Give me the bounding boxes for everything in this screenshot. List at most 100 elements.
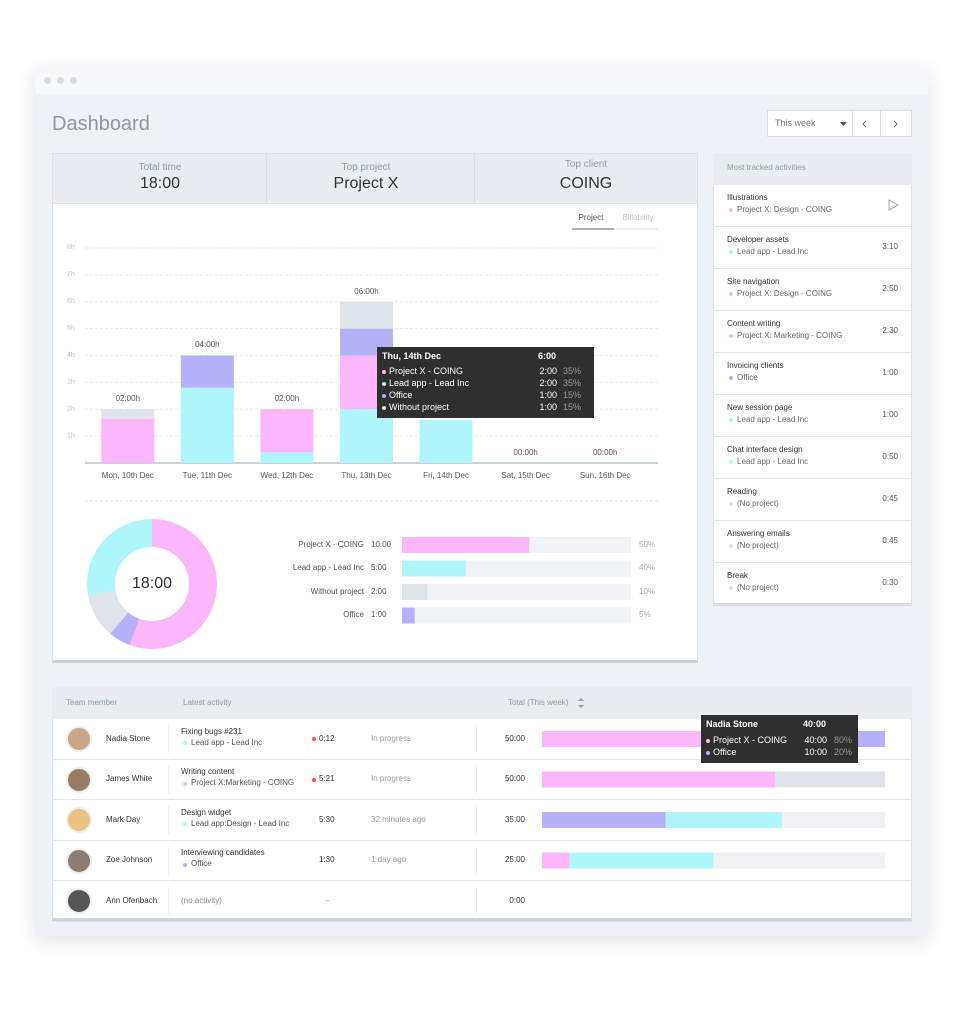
activity-project: Office (737, 372, 758, 382)
divider (476, 765, 477, 794)
activity-row[interactable] (713, 269, 912, 311)
side-header (713, 153, 912, 185)
team-row (52, 881, 912, 922)
y-tick-label: 1h (67, 432, 75, 440)
breakdown-name: Project X - COING (298, 539, 364, 549)
range-dropdown[interactable] (767, 110, 853, 137)
member-total: 35:00 (504, 814, 525, 824)
activity-name: Developer assets (727, 234, 789, 244)
tooltip-title: Thu, 14th Dec (382, 351, 442, 362)
activity-row[interactable] (713, 185, 912, 227)
bar-segment (101, 409, 155, 419)
tab: Project (578, 212, 604, 222)
activity-row[interactable] (713, 395, 912, 437)
activity-name: Content writing (727, 318, 781, 328)
total-segment (542, 812, 666, 828)
tooltip-name: Office (713, 747, 737, 758)
donut-slice (87, 590, 129, 634)
bar-segment (180, 355, 234, 388)
tooltip-name: Project X - COING (713, 735, 788, 746)
breakdown-name: Without project (310, 586, 364, 596)
activity-time: 1:00 (882, 409, 898, 419)
activity-time: 0:30 (882, 577, 898, 587)
member-total: 50:00 (504, 733, 525, 743)
activity-row[interactable] (713, 521, 912, 563)
tooltip-time: 10:00 (804, 747, 827, 758)
breakdown-bar (402, 537, 530, 553)
breakdown-bar (402, 584, 428, 600)
column-header: Total (This week) (508, 697, 569, 707)
activity-project: (No project) (737, 498, 779, 508)
tooltip-name: Without project (389, 402, 450, 413)
activity-time: 0:45 (882, 493, 898, 503)
donut-center: 18:00 (131, 574, 173, 592)
avatar (66, 847, 92, 874)
activity-row[interactable] (713, 563, 912, 605)
member-name: Mark Day (106, 814, 141, 824)
donut-slice (110, 612, 140, 646)
team-header (52, 687, 912, 719)
color-dot (382, 394, 386, 398)
bar-segment (180, 387, 234, 463)
panel-title: Most tracked activities (727, 162, 806, 172)
breakdown-time: 2:00 (371, 586, 387, 596)
activity-time: 2:30 (882, 325, 898, 335)
chevron-right (893, 120, 898, 128)
activity-name: Break (727, 570, 748, 580)
range-label[interactable]: This week (775, 118, 816, 128)
total-segment (542, 771, 776, 788)
tooltip-total: 6:00 (537, 351, 556, 362)
color-dot (729, 418, 733, 422)
activity-row[interactable] (713, 479, 912, 521)
tooltip-share: 35% (562, 378, 581, 389)
activity-row[interactable] (713, 227, 912, 269)
member-name: Ann Ofenbach (106, 895, 158, 905)
tooltip-title: Nadia Stone (706, 719, 759, 730)
activity: Writing content (181, 767, 235, 777)
avatar (66, 766, 92, 793)
window-dot (70, 77, 77, 84)
color-dot (183, 822, 187, 826)
breakdown-bar (402, 560, 466, 577)
activity-name: Answering emails (727, 528, 790, 538)
avatar (66, 888, 92, 914)
tooltip-name: Office (389, 390, 413, 401)
duration: – (325, 895, 330, 905)
activity-name: New session page (727, 402, 793, 412)
side-panel (713, 153, 912, 606)
color-dot (729, 208, 733, 212)
activity-project: Lead app - Lead Inc (191, 737, 263, 747)
color-dot (183, 741, 187, 745)
divider (266, 153, 267, 204)
breakdown-name: Office (343, 610, 364, 620)
color-dot (382, 370, 386, 374)
color-dot (382, 406, 386, 410)
tooltip-share: 15% (562, 402, 581, 413)
activity: Fixing bugs #231 (181, 726, 242, 736)
divider (474, 153, 475, 204)
duration: 5:30 (319, 814, 335, 824)
color-dot (183, 862, 187, 867)
activity-time: 1:00 (882, 367, 898, 377)
activity-project: Project X: Marketing - COING (737, 330, 843, 340)
breakdown-share: 40% (639, 563, 656, 573)
divider (476, 887, 477, 915)
next-button[interactable] (880, 110, 912, 137)
running-dot (312, 777, 316, 782)
tab: Billability (622, 212, 654, 222)
breakdown-share: 5% (639, 610, 651, 620)
status: In progress (371, 733, 412, 743)
activity-time: 2:50 (882, 283, 898, 293)
bar-segment (260, 409, 314, 453)
activity-row[interactable] (713, 437, 912, 479)
team-row (52, 841, 912, 881)
divider (476, 806, 477, 834)
activity-project: Project X: Design - COING (737, 204, 833, 214)
bar-total-label: 02:00h (274, 394, 300, 404)
tooltip-name: Lead app - Lead Inc (389, 378, 470, 389)
color-dot (382, 382, 386, 386)
duration: 5:21 (319, 774, 335, 784)
activity-row[interactable] (713, 353, 912, 395)
activity-row[interactable] (713, 311, 912, 353)
